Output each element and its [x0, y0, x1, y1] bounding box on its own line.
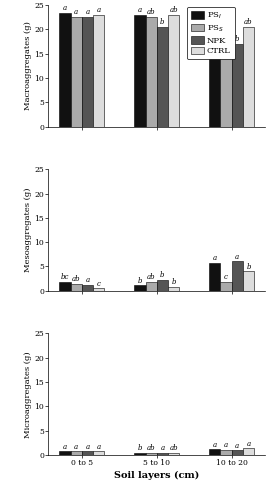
Text: b: b	[160, 271, 165, 279]
Bar	[209, 35, 220, 126]
Text: b: b	[171, 278, 176, 286]
Bar	[82, 17, 93, 126]
Bar	[168, 452, 179, 455]
Text: c: c	[97, 280, 101, 288]
Text: b: b	[160, 18, 165, 25]
Bar	[93, 288, 104, 291]
Bar	[220, 450, 232, 455]
Bar	[157, 280, 168, 291]
Text: a: a	[63, 442, 67, 450]
Text: b: b	[246, 263, 251, 271]
Bar	[82, 285, 93, 291]
Text: ab: ab	[147, 444, 155, 452]
Bar	[71, 17, 82, 126]
Bar	[157, 452, 168, 455]
Bar	[82, 451, 93, 455]
Bar	[232, 450, 243, 455]
Text: c: c	[224, 274, 228, 281]
Y-axis label: Microaggregates (g): Microaggregates (g)	[24, 351, 32, 438]
Text: b: b	[235, 34, 240, 42]
Bar	[220, 282, 232, 291]
Bar	[146, 282, 157, 291]
Text: a: a	[97, 442, 101, 450]
Bar	[134, 452, 146, 455]
Text: ab: ab	[147, 8, 155, 16]
Bar	[71, 284, 82, 291]
Text: a: a	[74, 442, 78, 450]
Text: b: b	[138, 444, 142, 452]
Bar	[232, 261, 243, 291]
Text: ab: ab	[169, 6, 178, 14]
Text: ab: ab	[244, 18, 253, 25]
Bar	[157, 27, 168, 126]
Bar	[134, 286, 146, 291]
Bar	[71, 451, 82, 455]
Text: a: a	[85, 8, 90, 16]
Text: a: a	[138, 6, 142, 14]
Bar	[209, 262, 220, 291]
Text: b: b	[213, 26, 217, 34]
Text: a: a	[213, 254, 217, 262]
Bar	[134, 14, 146, 126]
Text: a: a	[224, 10, 228, 18]
Text: b: b	[138, 277, 142, 285]
Text: ab: ab	[72, 275, 81, 283]
Bar	[146, 17, 157, 126]
Bar	[59, 451, 71, 455]
Bar	[59, 282, 71, 291]
Text: a: a	[235, 252, 239, 260]
Text: a: a	[85, 442, 90, 450]
Bar	[168, 287, 179, 291]
Text: bc: bc	[61, 274, 69, 281]
Text: a: a	[74, 8, 78, 16]
Text: a: a	[224, 441, 228, 449]
Bar	[209, 449, 220, 455]
Text: a: a	[97, 6, 101, 14]
X-axis label: Soil layers (cm): Soil layers (cm)	[114, 472, 199, 480]
Text: a: a	[213, 440, 217, 448]
Bar	[93, 14, 104, 126]
Legend: PS$_I$, PS$_S$, NPK, CTRL: PS$_I$, PS$_S$, NPK, CTRL	[187, 6, 235, 60]
Text: a: a	[235, 442, 239, 450]
Y-axis label: Macroaggregates (g): Macroaggregates (g)	[24, 22, 32, 110]
Bar	[243, 448, 254, 455]
Bar	[59, 14, 71, 126]
Text: ab: ab	[147, 274, 155, 281]
Bar	[168, 14, 179, 126]
Bar	[232, 44, 243, 126]
Bar	[146, 452, 157, 455]
Text: a: a	[246, 440, 251, 448]
Text: a: a	[63, 4, 67, 12]
Text: a: a	[160, 444, 165, 452]
Bar	[220, 20, 232, 126]
Bar	[93, 451, 104, 455]
Y-axis label: Mesoaggregates (g): Mesoaggregates (g)	[24, 188, 32, 272]
Bar	[243, 27, 254, 126]
Text: ab: ab	[169, 444, 178, 452]
Text: a: a	[85, 276, 90, 284]
Bar	[243, 272, 254, 291]
